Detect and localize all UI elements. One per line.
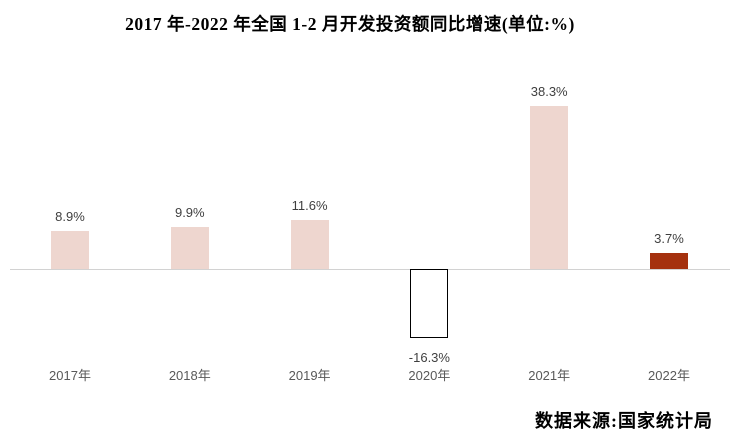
bar-2018 xyxy=(170,226,209,269)
data-source-note: 数据来源:国家统计局 xyxy=(535,411,713,431)
bar-2021 xyxy=(530,105,569,269)
bar-value-label-2021: 38.3% xyxy=(530,83,568,99)
category-label-2022: 2022年 xyxy=(648,368,690,383)
category-label-2018: 2018年 xyxy=(168,368,211,383)
category-label-2021: 2021年 xyxy=(528,368,571,383)
bar-2019 xyxy=(290,219,329,269)
chart-title: 2017 年-2022 年全国 1-2 月开发投资额同比增速(单位:%) xyxy=(125,14,575,34)
category-label-2017: 2017年 xyxy=(49,368,91,383)
bar-value-label-2019: 11.6% xyxy=(291,197,328,213)
bar-2017 xyxy=(51,231,89,269)
bar-value-label-2017: 8.9% xyxy=(55,209,85,225)
bar-2022 xyxy=(650,253,688,269)
bar-value-label-2022: 3.7% xyxy=(654,231,684,247)
bar-2020 xyxy=(410,269,449,339)
x-axis-line xyxy=(10,269,730,270)
category-label-2019: 2019年 xyxy=(288,368,331,383)
category-label-2020: 2020年 xyxy=(408,368,451,383)
bar-value-label-2020: -16.3% xyxy=(408,350,450,366)
bar-value-label-2018: 9.9% xyxy=(174,204,205,220)
